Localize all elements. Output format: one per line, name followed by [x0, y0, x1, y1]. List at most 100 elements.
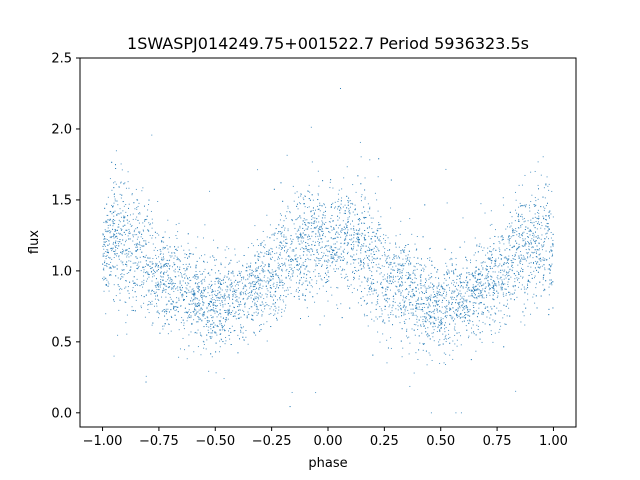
data-point: [409, 274, 411, 276]
data-point: [306, 254, 308, 256]
data-point: [405, 296, 407, 298]
data-point: [360, 200, 362, 202]
data-point: [109, 236, 111, 238]
data-point: [407, 254, 409, 256]
data-point: [527, 220, 529, 222]
data-point: [255, 334, 257, 336]
data-point: [239, 301, 241, 303]
data-point: [508, 307, 510, 309]
data-point: [498, 247, 500, 249]
data-point: [441, 294, 443, 296]
data-point: [403, 265, 405, 267]
data-point: [469, 320, 471, 322]
data-point: [102, 279, 104, 281]
data-point: [471, 272, 473, 274]
data-point: [433, 323, 435, 325]
data-point: [171, 282, 173, 284]
data-point: [111, 258, 113, 260]
data-point: [273, 282, 275, 284]
data-point: [109, 219, 111, 221]
data-point: [304, 295, 306, 297]
data-point: [387, 249, 389, 251]
data-point: [368, 255, 370, 257]
data-point: [542, 156, 544, 158]
data-point: [290, 269, 292, 271]
data-point: [223, 378, 225, 380]
data-point: [543, 290, 545, 292]
data-point: [317, 240, 319, 242]
data-point: [249, 287, 251, 289]
data-point: [392, 269, 394, 271]
data-point: [139, 231, 141, 233]
data-point: [260, 309, 262, 311]
data-point: [263, 240, 265, 242]
data-point: [289, 278, 291, 280]
data-point: [460, 295, 461, 297]
data-point: [359, 285, 361, 287]
data-point: [117, 247, 119, 249]
data-point: [230, 314, 232, 316]
data-point: [409, 286, 411, 288]
data-point: [548, 228, 550, 230]
data-point: [266, 280, 268, 282]
data-point: [232, 273, 234, 275]
data-point: [278, 247, 280, 249]
data-point: [390, 337, 392, 339]
data-point: [357, 241, 359, 243]
data-point: [278, 244, 280, 246]
data-point: [129, 223, 131, 225]
data-point: [466, 301, 468, 303]
data-point: [504, 256, 506, 258]
data-point: [110, 211, 112, 213]
data-point: [103, 269, 105, 271]
data-point: [386, 294, 388, 296]
data-point: [222, 327, 224, 329]
data-point: [303, 229, 305, 231]
data-point: [215, 259, 217, 261]
data-point: [492, 291, 494, 293]
data-point: [180, 305, 182, 307]
data-point: [399, 284, 401, 286]
data-point: [189, 286, 191, 288]
data-point: [261, 294, 263, 296]
data-point: [145, 381, 147, 383]
data-point: [322, 255, 324, 257]
data-point: [242, 288, 244, 290]
data-point: [157, 281, 159, 283]
data-point: [281, 284, 283, 286]
data-point: [525, 258, 527, 260]
data-point: [261, 269, 263, 271]
data-point: [204, 317, 206, 319]
data-point: [299, 248, 301, 250]
data-point: [119, 292, 121, 294]
data-point: [225, 340, 227, 342]
data-point: [142, 187, 144, 189]
data-point: [165, 271, 167, 273]
data-point: [125, 250, 127, 252]
data-point: [152, 222, 154, 224]
data-point: [209, 310, 211, 312]
data-point: [244, 303, 246, 305]
data-point: [229, 312, 231, 314]
data-point: [525, 260, 527, 262]
data-point: [412, 288, 414, 290]
data-point: [151, 227, 153, 229]
data-point: [240, 324, 242, 326]
data-point: [540, 238, 542, 240]
data-point: [379, 306, 381, 308]
data-point: [513, 255, 515, 257]
data-point: [433, 313, 435, 315]
data-point: [190, 312, 192, 314]
data-point: [520, 259, 522, 261]
data-point: [141, 295, 143, 297]
data-point: [491, 267, 493, 269]
data-point: [116, 255, 118, 257]
data-point: [419, 283, 421, 285]
data-point: [146, 264, 148, 266]
data-point: [436, 293, 438, 295]
data-point: [354, 259, 356, 261]
data-point: [135, 188, 137, 190]
data-point: [400, 284, 402, 286]
data-point: [375, 292, 377, 294]
data-point: [367, 284, 369, 286]
